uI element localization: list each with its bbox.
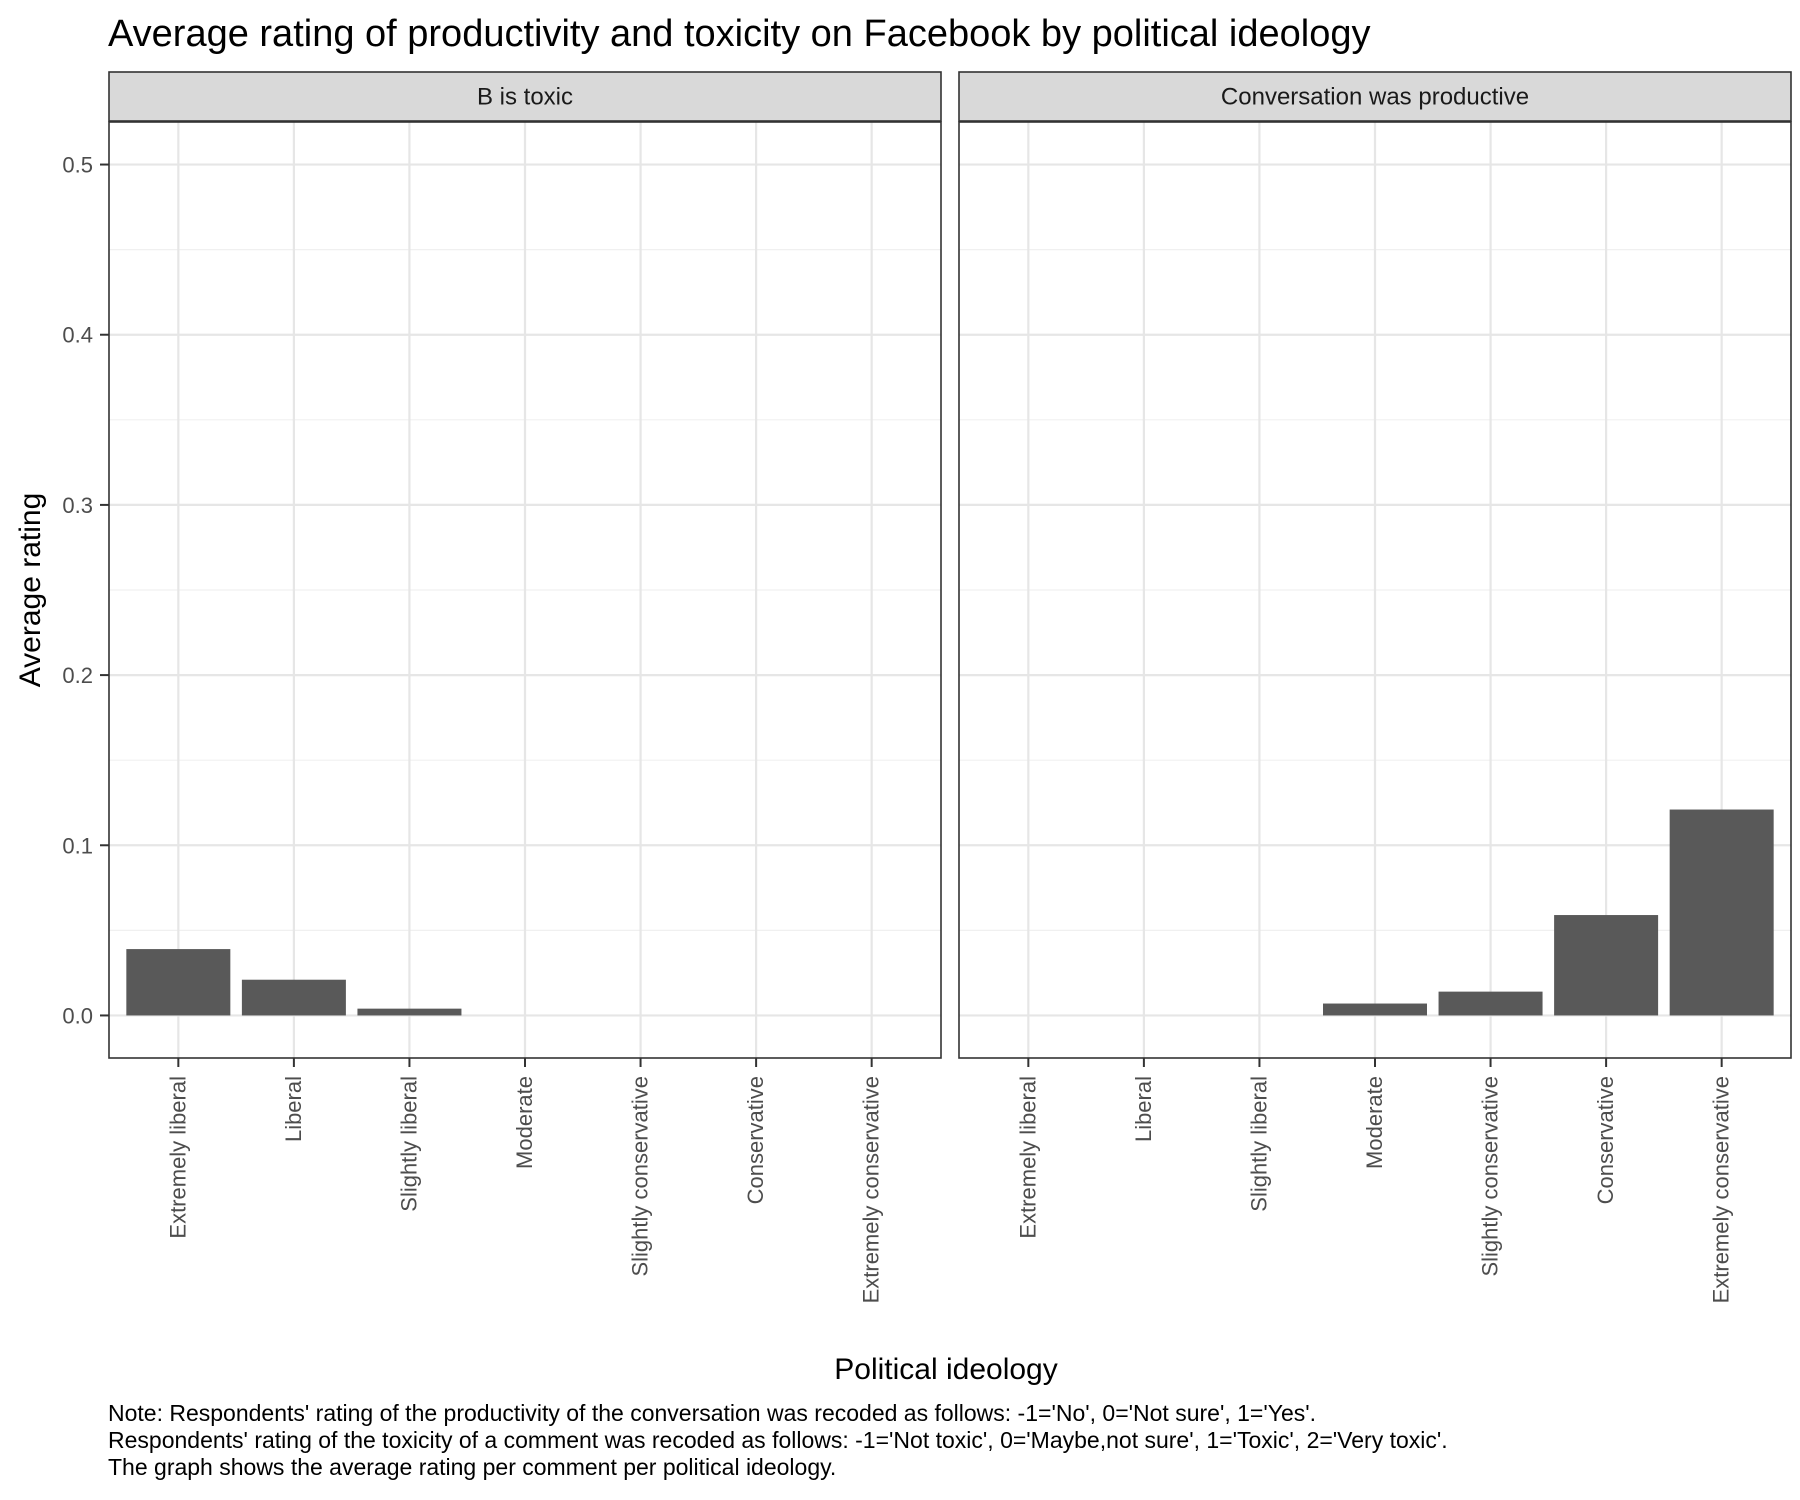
- x-tick-label: Moderate: [1362, 1076, 1387, 1169]
- y-tick-label: 0.5: [62, 153, 93, 178]
- note-line-1: Note: Respondents' rating of the product…: [108, 1400, 1316, 1426]
- x-tick-label: Slightly conservative: [1478, 1076, 1503, 1277]
- x-tick-label: Extremely conservative: [1709, 1076, 1734, 1303]
- x-tick-label: Conservative: [1593, 1076, 1618, 1204]
- bar: [357, 1008, 462, 1016]
- note-line-2: Respondents' rating of the toxicity of a…: [108, 1427, 1448, 1453]
- bar: [1323, 1003, 1427, 1016]
- x-tick-label: Liberal: [1131, 1076, 1156, 1142]
- facet-strip-label: Conversation was productive: [1221, 84, 1529, 111]
- x-tick-label: Slightly liberal: [1246, 1076, 1271, 1212]
- x-tick-label: Conservative: [743, 1076, 768, 1204]
- bar: [1554, 915, 1659, 1016]
- note-line-3: The graph shows the average rating per c…: [108, 1454, 836, 1480]
- x-axis-title: Political ideology: [834, 1353, 1057, 1386]
- facet-panel: B is toxic Extremely liberal Liberal Slight…: [108, 71, 942, 1303]
- y-axis-title: Average rating: [14, 493, 47, 688]
- y-tick-label: 0.3: [62, 493, 93, 518]
- bar: [1669, 809, 1774, 1016]
- bar: [126, 949, 231, 1016]
- x-tick-label: Liberal: [281, 1076, 306, 1142]
- facet-strip: [108, 71, 942, 122]
- facet-panel: Conversation was productive Extremely lib…: [958, 71, 1792, 1303]
- x-tick-label: Extremely liberal: [1015, 1076, 1040, 1239]
- facet-strip: [958, 71, 1792, 122]
- chart-title: Average rating of productivity and toxic…: [108, 13, 1370, 55]
- facet-strip-label: B is toxic: [477, 84, 573, 111]
- y-tick-label: 0.2: [62, 663, 93, 688]
- bar: [1438, 991, 1543, 1016]
- x-tick-label: Slightly liberal: [396, 1076, 421, 1212]
- facet-panels: B is toxic Extremely liberal Liberal Slight…: [108, 71, 1792, 1303]
- x-tick-label: Moderate: [512, 1076, 537, 1169]
- bar: [241, 979, 346, 1016]
- x-tick-label: Slightly conservative: [628, 1076, 653, 1277]
- y-tick-label: 0.0: [62, 1003, 93, 1028]
- y-tick-label: 0.4: [62, 323, 93, 348]
- y-tick-label: 0.1: [62, 833, 93, 858]
- y-axis: 0.0 0.1 0.2 0.3 0.4 0.5: [62, 153, 109, 1028]
- x-tick-label: Extremely liberal: [165, 1076, 190, 1239]
- x-tick-label: Extremely conservative: [859, 1076, 884, 1303]
